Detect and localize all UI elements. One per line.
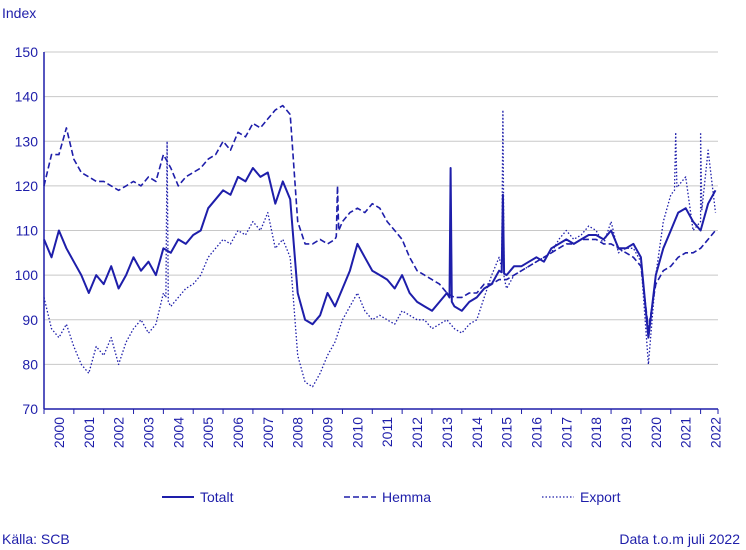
- y-axis-ticks: 70 80 90 100 110 120 130 140 150: [15, 44, 39, 417]
- x-tick-label: 2015: [499, 417, 515, 448]
- y-tick-label: 150: [15, 44, 39, 60]
- x-tick-label: 2003: [140, 417, 156, 448]
- x-tick-label: 2013: [439, 417, 455, 448]
- x-tick-label: 2012: [409, 417, 425, 448]
- y-axis-label: Index: [2, 5, 36, 21]
- x-tick-label: 2007: [260, 417, 276, 448]
- x-tick-label: 2011: [379, 417, 395, 447]
- x-tick-label: 2019: [618, 417, 634, 448]
- y-tick-label: 120: [15, 178, 39, 194]
- x-tick-label: 2018: [588, 417, 604, 448]
- x-tick-label: 2009: [320, 417, 336, 448]
- y-tick-label: 90: [22, 312, 38, 328]
- x-tick-label: 2021: [678, 417, 694, 448]
- y-tick-label: 80: [22, 356, 38, 372]
- y-tick-label: 110: [16, 223, 39, 239]
- x-tick-label: 2000: [51, 417, 67, 448]
- x-tick-label: 2008: [290, 417, 306, 448]
- series-export-line: [43, 109, 717, 388]
- series-lines: [43, 104, 717, 388]
- x-tick-label: 2001: [81, 417, 97, 448]
- gridlines: [44, 51, 718, 365]
- y-tick-label: 140: [15, 89, 39, 105]
- x-tick-label: 2010: [349, 417, 365, 448]
- x-tick-label: 2002: [111, 417, 127, 448]
- y-tick-label: 70: [22, 401, 38, 417]
- y-tick-label: 130: [15, 133, 39, 149]
- x-tick-label: 2022: [708, 417, 724, 448]
- x-tick-label: 2014: [469, 417, 485, 448]
- series-hemma-line: [43, 104, 717, 330]
- legend: Totalt Hemma Export: [162, 489, 621, 505]
- series-totalt-line: [43, 167, 717, 339]
- legend-label-totalt: Totalt: [200, 489, 234, 505]
- x-tick-label: 2016: [528, 417, 544, 448]
- legend-label-export: Export: [580, 489, 621, 505]
- source-note: Källa: SCB: [2, 531, 70, 547]
- x-axis: 2000 2001 2002 2003 2004 2005 2006 2007 2008 2009…: [43, 52, 724, 448]
- data-period-note: Data t.o.m juli 2022: [619, 531, 740, 547]
- x-tick-label: 2020: [648, 417, 664, 448]
- x-tick-label: 2006: [230, 417, 246, 448]
- legend-label-hemma: Hemma: [382, 489, 431, 505]
- y-tick-label: 100: [15, 267, 39, 283]
- x-tick-label: 2017: [558, 417, 574, 448]
- x-tick-label: 2004: [170, 417, 186, 448]
- x-tick-label: 2005: [200, 417, 216, 448]
